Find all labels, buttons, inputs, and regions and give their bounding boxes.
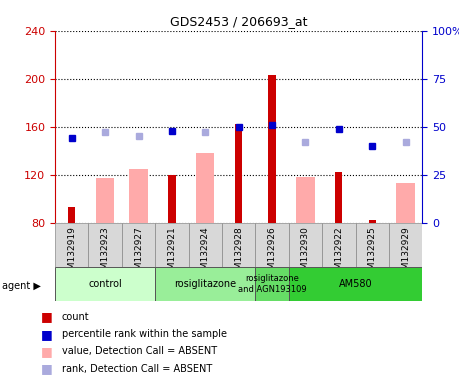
Bar	[335, 172, 342, 223]
Text: ■: ■	[41, 362, 53, 375]
Text: GSM132928: GSM132928	[234, 226, 243, 281]
Text: agent ▶: agent ▶	[2, 281, 41, 291]
Text: GSM132923: GSM132923	[101, 226, 110, 281]
Bar	[397, 183, 415, 223]
Text: GSM132922: GSM132922	[334, 226, 343, 281]
Text: GSM132925: GSM132925	[368, 226, 377, 281]
Bar	[235, 124, 242, 223]
Text: count: count	[62, 312, 90, 322]
Bar	[122, 223, 155, 267]
Bar	[356, 223, 389, 267]
Text: ■: ■	[41, 310, 53, 323]
Bar	[296, 177, 314, 223]
Text: GSM132926: GSM132926	[268, 226, 277, 281]
Text: ■: ■	[41, 345, 53, 358]
Bar	[155, 267, 255, 301]
Bar	[155, 223, 189, 267]
Text: GSM132919: GSM132919	[67, 226, 76, 281]
Text: rosiglitazone: rosiglitazone	[174, 279, 236, 289]
Bar	[255, 223, 289, 267]
Text: GSM132921: GSM132921	[168, 226, 176, 281]
Text: value, Detection Call = ABSENT: value, Detection Call = ABSENT	[62, 346, 217, 356]
Text: GSM132930: GSM132930	[301, 226, 310, 281]
Bar	[96, 178, 114, 223]
Text: rosiglitazone
and AGN193109: rosiglitazone and AGN193109	[238, 275, 306, 294]
Bar	[222, 223, 255, 267]
Text: AM580: AM580	[339, 279, 372, 289]
Text: percentile rank within the sample: percentile rank within the sample	[62, 329, 227, 339]
Bar	[68, 207, 75, 223]
Bar	[168, 175, 176, 223]
Bar	[89, 223, 122, 267]
Text: GSM132929: GSM132929	[401, 226, 410, 281]
Bar	[55, 223, 89, 267]
Text: ■: ■	[41, 328, 53, 341]
Bar	[55, 267, 155, 301]
Bar	[129, 169, 148, 223]
Text: control: control	[88, 279, 122, 289]
Bar	[289, 223, 322, 267]
Bar	[289, 267, 422, 301]
Title: GDS2453 / 206693_at: GDS2453 / 206693_at	[170, 15, 308, 28]
Text: rank, Detection Call = ABSENT: rank, Detection Call = ABSENT	[62, 364, 212, 374]
Bar	[389, 223, 422, 267]
Text: GSM132927: GSM132927	[134, 226, 143, 281]
Bar	[255, 267, 289, 301]
Bar	[196, 153, 214, 223]
Bar	[369, 220, 376, 223]
Bar	[189, 223, 222, 267]
Text: GSM132924: GSM132924	[201, 226, 210, 281]
Bar	[269, 75, 276, 223]
Bar	[322, 223, 356, 267]
